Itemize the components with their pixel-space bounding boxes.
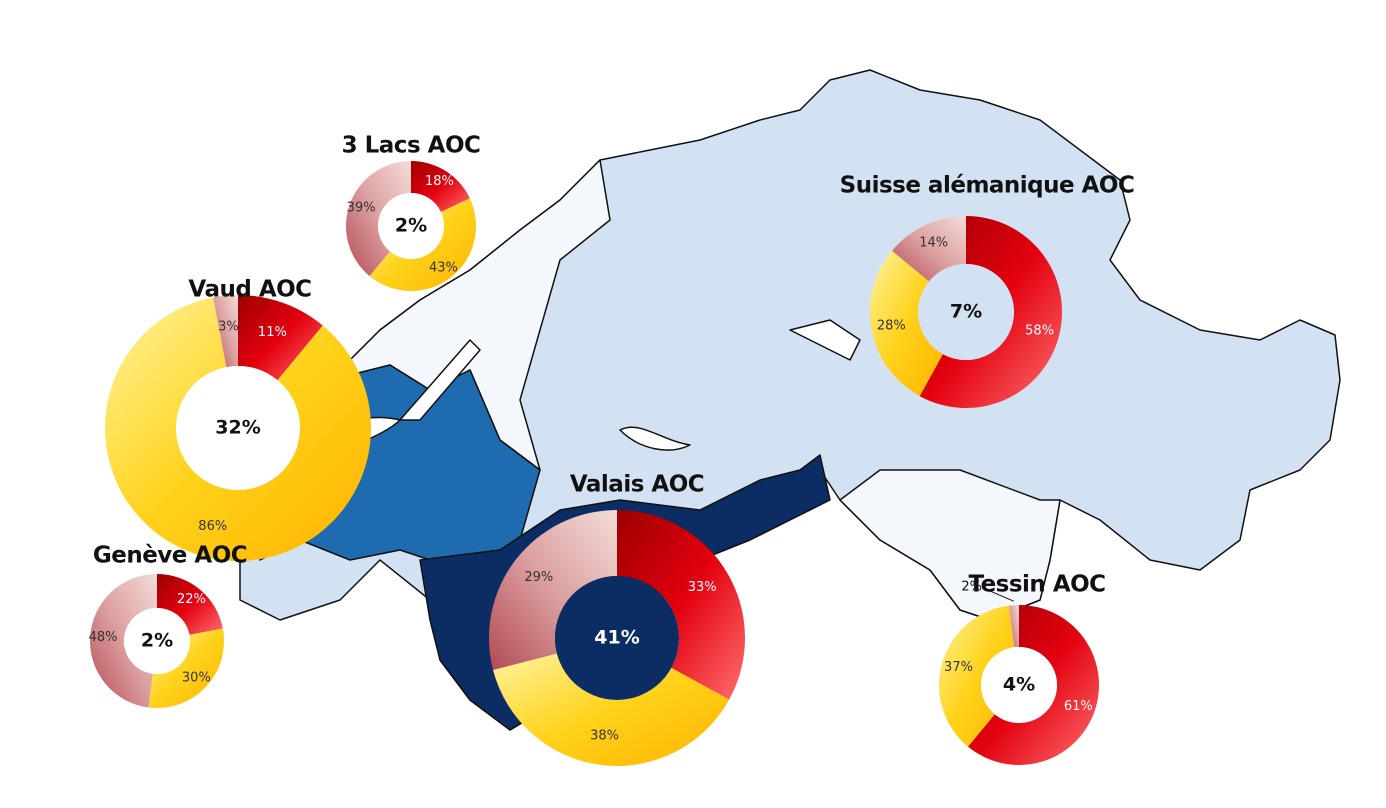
segment-label: 38%	[590, 729, 619, 744]
region-title: Vaud AOC	[188, 277, 311, 303]
donut-chart: 22% 30% 48% 2% Genève AOC	[89, 543, 248, 709]
segment-label: 28%	[877, 319, 906, 334]
donut-hole	[918, 264, 1014, 360]
segment-label: 29%	[524, 570, 553, 585]
segment-label: 39%	[347, 201, 376, 216]
segment-label: 2%	[961, 580, 982, 595]
donut-segment	[157, 574, 223, 635]
region-title: Genève AOC	[93, 543, 247, 569]
donut-chart: 58% 28% 14% 7% Suisse alémanique AOC	[840, 173, 1135, 408]
segment-label: 30%	[182, 670, 211, 685]
donut-chart: 33% 38% 29% 41% Valais AOC	[489, 472, 745, 766]
region-share: 2%	[141, 630, 173, 652]
donut-segment	[1008, 605, 1019, 648]
donut-segment	[148, 628, 224, 709]
segment-label: 22%	[177, 592, 206, 607]
donut-hole	[981, 647, 1057, 723]
donut-chart: 18% 43% 39% 2% 3 Lacs AOC	[342, 133, 481, 291]
segment-label: 11%	[258, 325, 287, 340]
region-title: Suisse alémanique AOC	[840, 173, 1135, 199]
leader-line	[985, 588, 1014, 602]
donut-segment	[968, 604, 1100, 765]
donut-chart: 61% 37% 2% 4% Tessin AOC	[938, 572, 1106, 765]
donut-segment	[617, 510, 745, 700]
region-title: Valais AOC	[570, 472, 704, 498]
donut-segment	[346, 161, 411, 277]
donuts: 18% 43% 39% 2% 3 Lacs AOC 11% 86% 3% 32% Vaud AOC…	[89, 133, 1135, 766]
lake	[399, 339, 481, 421]
segment-label: 37%	[944, 660, 973, 675]
segment-label: 14%	[919, 236, 948, 251]
donut-segment	[213, 295, 238, 368]
donut-hole	[176, 366, 300, 490]
region-share: 7%	[950, 301, 982, 323]
region-share: 4%	[1003, 674, 1035, 696]
donut-segment	[90, 574, 157, 708]
donut-segment	[105, 297, 372, 562]
segment-label: 18%	[425, 174, 454, 189]
donut-segment	[493, 653, 730, 766]
segment-label: 3%	[218, 319, 239, 334]
segment-label: 58%	[1025, 323, 1054, 338]
region-title: Tessin AOC	[968, 572, 1105, 598]
region-share: 41%	[594, 627, 639, 649]
donut-segment	[919, 216, 1062, 408]
donut-segment	[369, 198, 476, 291]
lake	[789, 319, 861, 361]
region-share: 32%	[215, 417, 260, 439]
donut-segment	[238, 295, 323, 381]
donut-chart: 11% 86% 3% 32% Vaud AOC	[105, 277, 372, 562]
segment-label: 86%	[198, 519, 227, 534]
donut-segment	[892, 216, 966, 282]
donut-segment	[489, 510, 617, 670]
donut-hole	[555, 576, 679, 700]
segment-label: 43%	[429, 260, 458, 275]
donut-hole	[124, 608, 190, 674]
donut-segment	[938, 605, 1015, 747]
segment-label: 48%	[89, 630, 118, 645]
ticino-region	[839, 469, 1061, 621]
region-title: 3 Lacs AOC	[342, 133, 481, 159]
donut-segment	[411, 161, 470, 212]
segment-label: 33%	[688, 580, 717, 595]
donut-segment	[869, 250, 943, 397]
region-share: 2%	[395, 215, 427, 237]
donut-hole	[378, 193, 444, 259]
segment-label: 61%	[1064, 699, 1093, 714]
lake	[619, 426, 691, 451]
